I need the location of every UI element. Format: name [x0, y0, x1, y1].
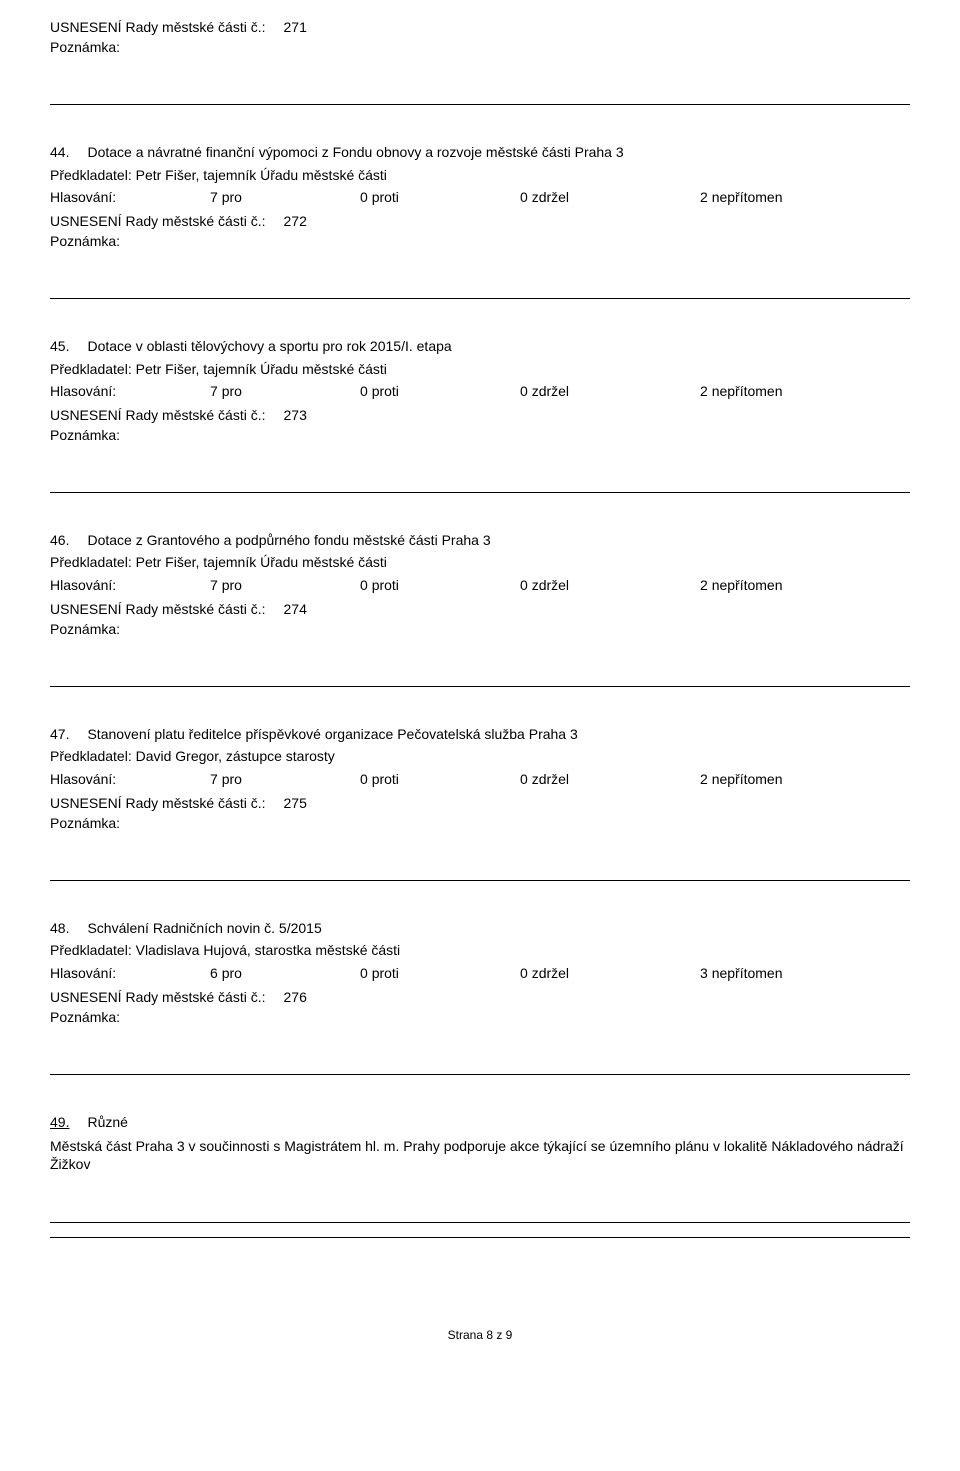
vote-pro: 7 pro — [210, 188, 360, 206]
item-title-line: 46. Dotace z Grantového a podpůrného fon… — [50, 531, 910, 549]
poznamka-label: Poznámka: — [50, 426, 910, 444]
agenda-item: 45. Dotace v oblasti tělovýchovy a sport… — [50, 337, 910, 444]
vote-zdrzel: 0 zdržel — [520, 964, 700, 982]
item-number: 48. — [50, 919, 69, 937]
item-title: Dotace v oblasti tělovýchovy a sportu pr… — [87, 337, 910, 355]
hlasovani-label: Hlasování: — [50, 576, 210, 594]
usneseni-row: USNESENÍ Rady městské části č.: 274 — [50, 600, 910, 618]
predkladatel-line: Předkladatel: David Gregor, zástupce sta… — [50, 747, 910, 765]
resolution-number: 272 — [284, 212, 307, 230]
usneseni-row: USNESENÍ Rady městské části č.: 273 — [50, 406, 910, 424]
item-title-line: 45. Dotace v oblasti tělovýchovy a sport… — [50, 337, 910, 355]
item-title-line: 47. Stanovení platu ředitelce příspěvkov… — [50, 725, 910, 743]
item-title-line: 49. Různé — [50, 1113, 910, 1131]
hlasovani-label: Hlasování: — [50, 188, 210, 206]
vote-proti: 0 proti — [360, 770, 520, 788]
vote-pro: 7 pro — [210, 382, 360, 400]
vote-proti: 0 proti — [360, 188, 520, 206]
vote-row: Hlasování: 7 pro 0 proti 0 zdržel 2 nepř… — [50, 770, 910, 788]
poznamka-label: Poznámka: — [50, 814, 910, 832]
vote-proti: 0 proti — [360, 382, 520, 400]
poznamka-label: Poznámka: — [50, 1008, 910, 1026]
vote-zdrzel: 0 zdržel — [520, 188, 700, 206]
predkladatel-line: Předkladatel: Petr Fišer, tajemník Úřadu… — [50, 553, 910, 571]
vote-pro: 7 pro — [210, 770, 360, 788]
agenda-item: 48. Schválení Radničních novin č. 5/2015… — [50, 919, 910, 1026]
item-number: 49. — [50, 1113, 69, 1131]
top-resolution-number: 271 — [284, 18, 307, 36]
poznamka-label: Poznámka: — [50, 620, 910, 638]
item-title-line: 48. Schválení Radničních novin č. 5/2015 — [50, 919, 910, 937]
predkladatel-value: Petr Fišer, tajemník Úřadu městské části — [136, 554, 387, 570]
item-number: 46. — [50, 531, 69, 549]
vote-proti: 0 proti — [360, 576, 520, 594]
usneseni-label: USNESENÍ Rady městské části č.: — [50, 18, 266, 36]
item-title: Stanovení platu ředitelce příspěvkové or… — [87, 725, 910, 743]
item-title: Různé — [87, 1113, 910, 1131]
vote-row: Hlasování: 7 pro 0 proti 0 zdržel 2 nepř… — [50, 382, 910, 400]
predkladatel-label: Předkladatel: — [50, 748, 132, 764]
page: USNESENÍ Rady městské části č.: 271 Pozn… — [0, 0, 960, 1373]
predkladatel-value: Petr Fišer, tajemník Úřadu městské části — [136, 167, 387, 183]
usneseni-label: USNESENÍ Rady městské části č.: — [50, 600, 266, 618]
vote-nepritomen: 2 nepřítomen — [700, 382, 783, 400]
agenda-item-ruzne: 49. Různé Městská část Praha 3 v součinn… — [50, 1113, 910, 1174]
predkladatel-line: Předkladatel: Petr Fišer, tajemník Úřadu… — [50, 360, 910, 378]
predkladatel-label: Předkladatel: — [50, 942, 132, 958]
vote-nepritomen: 2 nepřítomen — [700, 576, 783, 594]
predkladatel-line: Předkladatel: Petr Fišer, tajemník Úřadu… — [50, 166, 910, 184]
vote-zdrzel: 0 zdržel — [520, 382, 700, 400]
agenda-item: 44. Dotace a návratné finanční výpomoci … — [50, 143, 910, 250]
item-title-line: 44. Dotace a návratné finanční výpomoci … — [50, 143, 910, 161]
vote-nepritomen: 2 nepřítomen — [700, 188, 783, 206]
vote-row: Hlasování: 7 pro 0 proti 0 zdržel 2 nepř… — [50, 576, 910, 594]
item-title: Dotace z Grantového a podpůrného fondu m… — [87, 531, 910, 549]
resolution-number: 276 — [284, 988, 307, 1006]
resolution-number: 274 — [284, 600, 307, 618]
poznamka-label: Poznámka: — [50, 232, 910, 250]
item-number: 44. — [50, 143, 69, 161]
vote-nepritomen: 2 nepřítomen — [700, 770, 783, 788]
divider — [50, 1237, 910, 1238]
predkladatel-label: Předkladatel: — [50, 554, 132, 570]
usneseni-row: USNESENÍ Rady městské části č.: 275 — [50, 794, 910, 812]
predkladatel-label: Předkladatel: — [50, 361, 132, 377]
divider — [50, 1222, 910, 1223]
poznamka-label: Poznámka: — [50, 38, 910, 56]
vote-pro: 6 pro — [210, 964, 360, 982]
vote-zdrzel: 0 zdržel — [520, 770, 700, 788]
predkladatel-line: Předkladatel: Vladislava Hujová, starost… — [50, 941, 910, 959]
vote-nepritomen: 3 nepřítomen — [700, 964, 783, 982]
usneseni-label: USNESENÍ Rady městské části č.: — [50, 406, 266, 424]
vote-row: Hlasování: 7 pro 0 proti 0 zdržel 2 nepř… — [50, 188, 910, 206]
vote-row: Hlasování: 6 pro 0 proti 0 zdržel 3 nepř… — [50, 964, 910, 982]
usneseni-row: USNESENÍ Rady městské části č.: 276 — [50, 988, 910, 1006]
page-footer: Strana 8 z 9 — [50, 1328, 910, 1344]
item-title: Schválení Radničních novin č. 5/2015 — [87, 919, 910, 937]
resolution-number: 273 — [284, 406, 307, 424]
item-number: 47. — [50, 725, 69, 743]
vote-proti: 0 proti — [360, 964, 520, 982]
top-usneseni-row: USNESENÍ Rady městské části č.: 271 — [50, 18, 910, 36]
ruzne-body: Městská část Praha 3 v součinnosti s Mag… — [50, 1137, 910, 1173]
resolution-number: 275 — [284, 794, 307, 812]
hlasovani-label: Hlasování: — [50, 964, 210, 982]
hlasovani-label: Hlasování: — [50, 770, 210, 788]
predkladatel-value: Petr Fišer, tajemník Úřadu městské části — [136, 361, 387, 377]
vote-zdrzel: 0 zdržel — [520, 576, 700, 594]
item-title: Dotace a návratné finanční výpomoci z Fo… — [87, 143, 910, 161]
vote-pro: 7 pro — [210, 576, 360, 594]
usneseni-row: USNESENÍ Rady městské části č.: 272 — [50, 212, 910, 230]
item-number: 45. — [50, 337, 69, 355]
predkladatel-label: Předkladatel: — [50, 167, 132, 183]
hlasovani-label: Hlasování: — [50, 382, 210, 400]
usneseni-label: USNESENÍ Rady městské části č.: — [50, 794, 266, 812]
predkladatel-value: Vladislava Hujová, starostka městské čás… — [136, 942, 401, 958]
predkladatel-value: David Gregor, zástupce starosty — [136, 748, 335, 764]
agenda-item: 46. Dotace z Grantového a podpůrného fon… — [50, 531, 910, 638]
usneseni-label: USNESENÍ Rady městské části č.: — [50, 988, 266, 1006]
usneseni-label: USNESENÍ Rady městské části č.: — [50, 212, 266, 230]
agenda-item: 47. Stanovení platu ředitelce příspěvkov… — [50, 725, 910, 832]
